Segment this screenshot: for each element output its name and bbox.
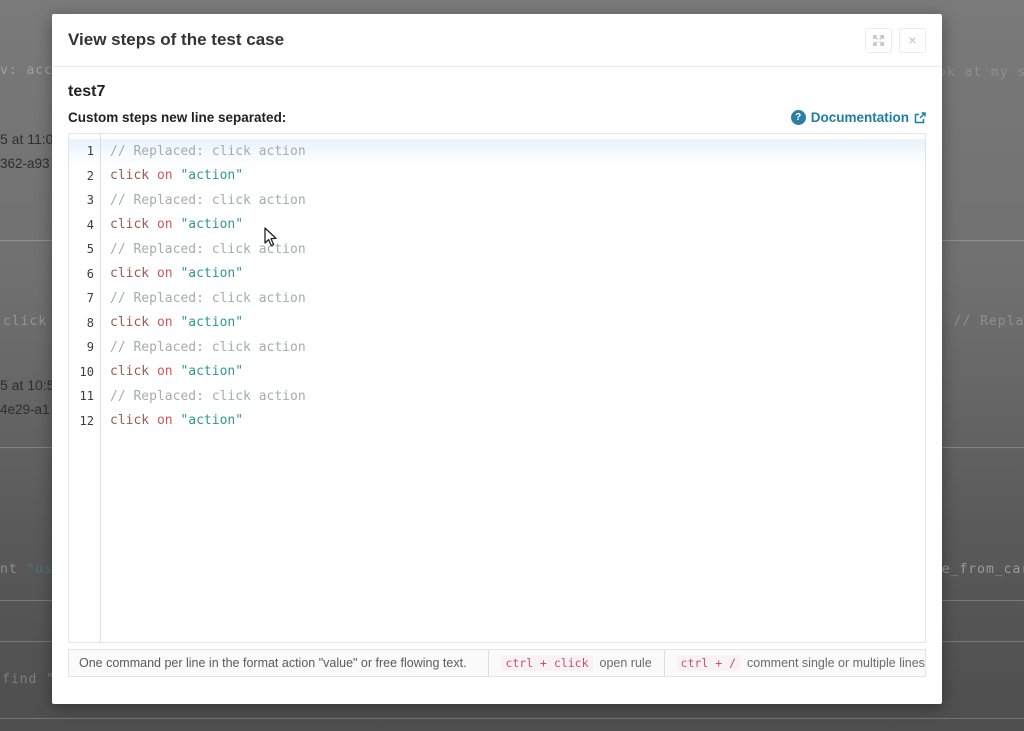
modal-title: View steps of the test case bbox=[68, 30, 285, 49]
bg-text: click bbox=[3, 314, 48, 329]
editor-line[interactable]: 9 // Replaced: click action bbox=[69, 335, 925, 360]
bg-text: ok at my sh bbox=[938, 65, 1024, 80]
editor-footer: One command per line in the format actio… bbox=[68, 649, 926, 677]
shortcut-keys: ctrl + click bbox=[501, 655, 593, 671]
line-number: 8 bbox=[86, 315, 94, 330]
editor-line[interactable]: 6 click on "action" bbox=[69, 262, 925, 287]
line-code: // Replaced: click action bbox=[110, 241, 306, 257]
shortcut-keys: ctrl + / bbox=[676, 655, 741, 671]
steps-editor[interactable]: 1 // Replaced: click action 2 click on "act… bbox=[68, 133, 926, 643]
editor-line[interactable]: 7 // Replaced: click action bbox=[69, 286, 925, 311]
line-number: 12 bbox=[79, 413, 94, 428]
test-case-name: test7 bbox=[68, 83, 106, 100]
bg-text: 362-a93 bbox=[0, 156, 50, 171]
editor-line[interactable]: 4 click on "action" bbox=[69, 213, 925, 238]
editor-lines: 1 // Replaced: click action 2 click on "act… bbox=[69, 134, 925, 433]
bg-divider bbox=[0, 718, 1024, 719]
bg-text: . // Replac bbox=[936, 314, 1024, 329]
line-code: click on "action" bbox=[110, 364, 244, 380]
line-number: 2 bbox=[86, 168, 94, 183]
steps-label: Custom steps new line separated: bbox=[68, 110, 287, 125]
close-button[interactable]: × bbox=[899, 27, 926, 53]
documentation-link[interactable]: ? Documentation bbox=[790, 110, 926, 125]
bg-text: 5 at 10:5 bbox=[0, 377, 55, 393]
view-steps-modal: View steps of the test case × bbox=[52, 14, 942, 704]
editor-line[interactable]: 11 // Replaced: click action bbox=[69, 384, 925, 409]
line-number: 6 bbox=[86, 266, 94, 281]
editor-line[interactable]: 10 click on "action" bbox=[69, 360, 925, 385]
shortcut-comment: ctrl + / comment single or multiple line… bbox=[663, 650, 937, 676]
editor-line[interactable]: 12 click on "action" bbox=[69, 409, 925, 434]
line-code: // Replaced: click action bbox=[110, 339, 306, 355]
editor-line[interactable]: 5 // Replaced: click action bbox=[69, 237, 925, 262]
modal-body: test7 Custom steps new line separated: ?… bbox=[52, 83, 942, 677]
line-number: 4 bbox=[86, 217, 94, 232]
line-code: click on "action" bbox=[110, 217, 244, 233]
bg-text: ve_from_car bbox=[933, 562, 1024, 577]
editor-line[interactable]: 3 // Replaced: click action bbox=[69, 188, 925, 213]
format-hint: One command per line in the format actio… bbox=[79, 656, 467, 670]
editor-line[interactable]: 2 click on "action" bbox=[69, 164, 925, 189]
line-code: // Replaced: click action bbox=[110, 290, 306, 306]
line-number: 9 bbox=[86, 340, 94, 355]
expand-button[interactable] bbox=[865, 27, 892, 53]
line-code: // Replaced: click action bbox=[110, 192, 306, 208]
help-icon: ? bbox=[790, 110, 806, 125]
line-code: click on "action" bbox=[110, 413, 244, 429]
close-icon: × bbox=[908, 32, 917, 48]
shortcut-label: comment single or multiple lines bbox=[747, 656, 925, 670]
shortcut-open-rule: ctrl + click open rule bbox=[488, 650, 663, 676]
editor-line[interactable]: 1 // Replaced: click action bbox=[69, 139, 925, 164]
line-code: click on "action" bbox=[110, 315, 244, 331]
line-code: click on "action" bbox=[110, 168, 244, 184]
line-number: 3 bbox=[86, 193, 94, 208]
bg-text: 5 at 11:0 bbox=[0, 131, 54, 147]
line-number: 1 bbox=[86, 144, 94, 159]
modal-header: View steps of the test case × bbox=[52, 14, 942, 67]
line-number: 11 bbox=[79, 389, 94, 404]
line-code: // Replaced: click action bbox=[110, 143, 306, 159]
line-number: 10 bbox=[79, 364, 94, 379]
line-code: click on "action" bbox=[110, 266, 244, 282]
line-code: // Replaced: click action bbox=[110, 388, 306, 404]
documentation-label: Documentation bbox=[810, 110, 909, 125]
shortcut-label: open rule bbox=[599, 656, 652, 670]
expand-icon bbox=[872, 34, 885, 47]
bg-text: find "; bbox=[2, 672, 64, 687]
external-link-icon bbox=[914, 111, 926, 124]
editor-line[interactable]: 8 click on "action" bbox=[69, 311, 925, 336]
line-number: 5 bbox=[86, 242, 94, 257]
bg-text: 4e29-a1 bbox=[0, 402, 50, 417]
line-number: 7 bbox=[86, 291, 94, 306]
